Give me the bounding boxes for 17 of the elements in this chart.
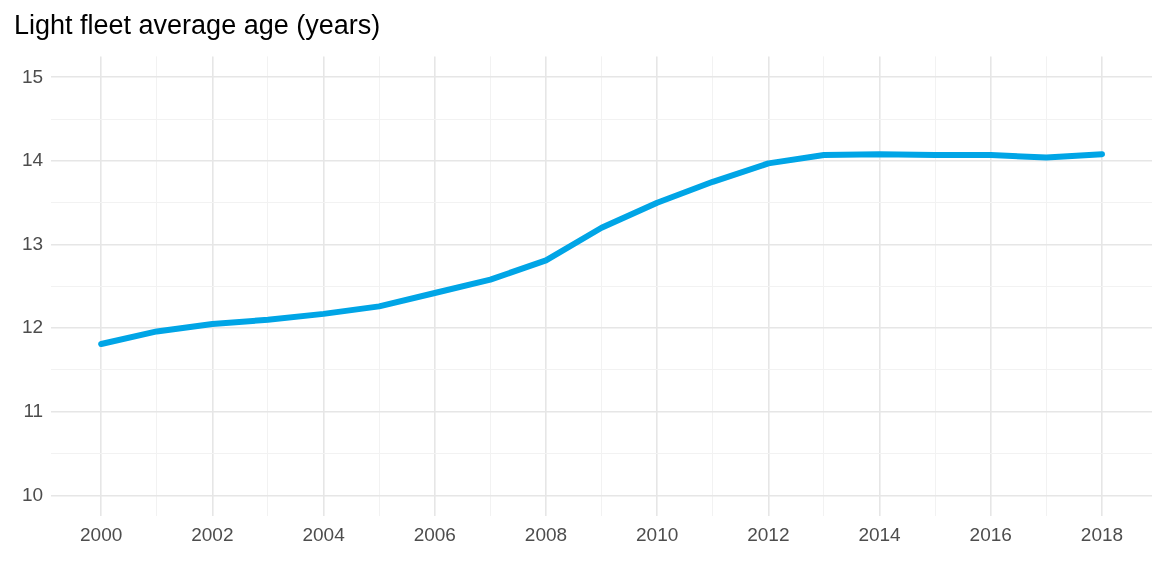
x-tick-label: 2000 [80,523,123,545]
y-tick-label: 14 [21,149,44,171]
y-tick-label: 10 [21,483,44,505]
x-tick-label: 2002 [191,523,234,545]
chart-title: Light fleet average age (years) [14,9,381,40]
x-tick-label: 2018 [1080,523,1124,545]
x-tick-label: 2008 [524,523,568,545]
y-tick-label: 12 [21,316,44,338]
x-tick-label: 2006 [413,523,456,545]
y-tick-label: 11 [23,399,44,421]
x-tick-label: 2004 [302,523,346,545]
x-tick-label: 2016 [969,523,1012,545]
x-tick-label: 2012 [747,523,790,545]
x-tick-label: 2010 [636,523,679,545]
x-tick-label: 2014 [858,523,902,545]
y-tick-label: 13 [21,232,44,254]
y-tick-label: 15 [21,65,44,87]
